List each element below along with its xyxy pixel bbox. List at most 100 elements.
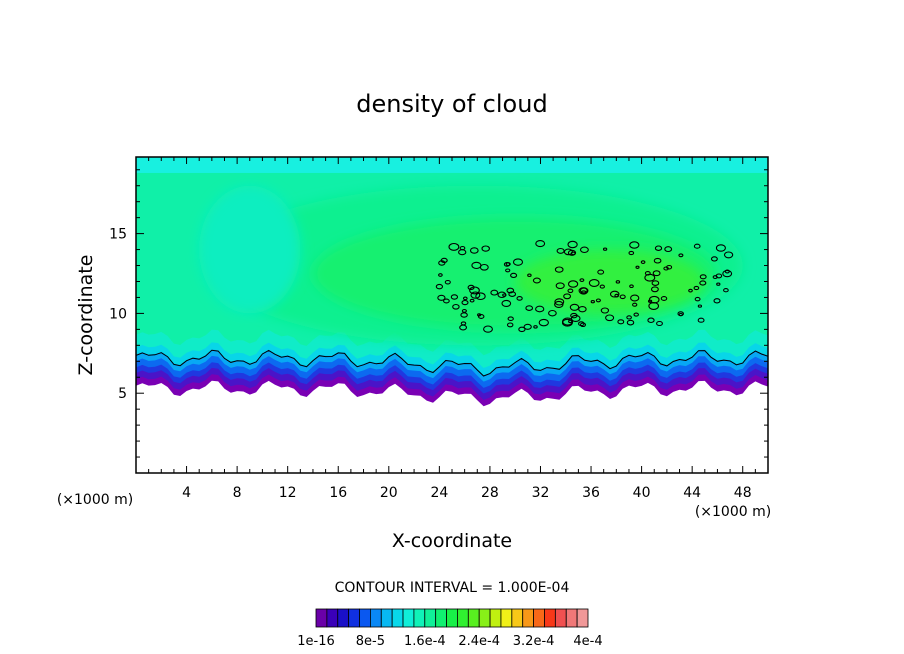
contour-loop [640, 260, 646, 264]
x-tick-label: 36 [582, 485, 600, 501]
x-tick-label: 4 [182, 485, 191, 501]
contour-loop [502, 293, 507, 297]
colorbar-swatch [446, 608, 458, 628]
contour-loop [570, 312, 578, 319]
colorbar-swatch [435, 608, 447, 628]
contour-loop [510, 272, 518, 279]
contour-loop [469, 247, 479, 254]
colorbar-swatch [522, 608, 534, 628]
contour-loop [693, 285, 700, 291]
contour-loop [435, 283, 444, 290]
contour-loop [626, 319, 635, 326]
contour-loop [570, 251, 576, 256]
contour-loop [469, 298, 475, 303]
colorbar-tick-label: 2.4e-4 [458, 634, 500, 649]
contour-loop [527, 273, 532, 278]
contour-loop [507, 316, 514, 322]
x-tick-label: 24 [430, 485, 448, 501]
contour-loop [644, 273, 656, 282]
contour-loop [506, 322, 514, 328]
contour-loop [508, 291, 517, 297]
contour-loop [554, 298, 565, 306]
contour-loop [629, 241, 640, 249]
contour-loop [602, 247, 608, 251]
x-tick-label: 32 [532, 485, 550, 501]
contour-loop [567, 288, 574, 294]
contour-loop [614, 293, 620, 298]
contour-line [136, 349, 768, 377]
y-tick-label: 5 [118, 386, 127, 402]
contour-loop [724, 269, 730, 274]
contour-loop [716, 282, 721, 286]
contour-loop [626, 315, 632, 320]
colorbar-swatch [326, 608, 339, 628]
contour-loop [713, 298, 721, 304]
contour-loop [459, 245, 466, 251]
colorbar [315, 608, 589, 628]
colorbar-swatch [554, 608, 567, 628]
contour-loop [567, 280, 579, 288]
contour-loop [561, 318, 573, 327]
density-top-layer [136, 157, 768, 173]
contour-loop [647, 317, 655, 324]
colorbar-swatch [413, 608, 426, 628]
y-tick-label: 10 [109, 306, 127, 322]
colorbar-tick-label: 1e-16 [297, 634, 335, 649]
colorbar-swatch [402, 608, 415, 628]
chart-title: density of cloud [356, 90, 547, 118]
contour-loop [664, 246, 673, 253]
contour-loop [483, 325, 493, 333]
contour-loop [554, 300, 564, 308]
contour-loop [656, 320, 663, 327]
colorbar-swatch [478, 608, 491, 628]
x-tick-label: 16 [329, 485, 347, 501]
colorbar-swatch [511, 608, 524, 628]
contour-loop [609, 290, 620, 298]
contour-loop [452, 303, 460, 310]
x-tick-label: 12 [279, 485, 297, 501]
contour-loop [518, 326, 526, 333]
colorbar-swatch [369, 608, 382, 628]
colorbar-swatch [391, 608, 404, 628]
contour-loop [523, 323, 532, 330]
contour-loop [535, 240, 546, 248]
contour-loop [688, 288, 693, 293]
contour-loop [569, 303, 580, 311]
contour-loop [595, 298, 601, 303]
contour-loop [678, 253, 684, 258]
contour-loop [633, 312, 639, 317]
contour-loop [506, 287, 515, 294]
colorbar-swatch [380, 608, 393, 628]
x-tick-label: 20 [380, 485, 398, 501]
colorbar-swatch [315, 608, 328, 628]
colorbar-swatch [489, 608, 502, 628]
plot-area [136, 157, 768, 473]
contour-loop [697, 317, 705, 323]
contour-loop [699, 280, 707, 286]
contour-loop [554, 266, 564, 273]
contour-loop [693, 243, 701, 249]
contour-loop [599, 284, 605, 289]
contour-loop [588, 279, 600, 287]
contour-loop [654, 245, 663, 251]
contour-loop [490, 289, 499, 296]
contour-loop [647, 299, 653, 303]
contour-loop [632, 302, 638, 307]
contour-loop [648, 295, 660, 304]
colorbar-swatch [457, 608, 469, 628]
contour-loop [461, 308, 467, 313]
density-field [136, 157, 768, 407]
contour-loop [535, 305, 545, 313]
colorbar-swatch [565, 608, 578, 628]
contour-loop [590, 300, 595, 304]
contour-loop [579, 278, 585, 282]
contour-loop [525, 305, 534, 311]
contour-loop [579, 246, 589, 254]
contour-loop [532, 277, 541, 284]
colorbar-swatch [424, 608, 437, 628]
colorbar-tick-label: 3.2e-4 [513, 634, 555, 649]
colorbar-swatch [337, 608, 350, 628]
contour-loop [533, 325, 538, 329]
y-tick-label: 15 [109, 227, 127, 243]
